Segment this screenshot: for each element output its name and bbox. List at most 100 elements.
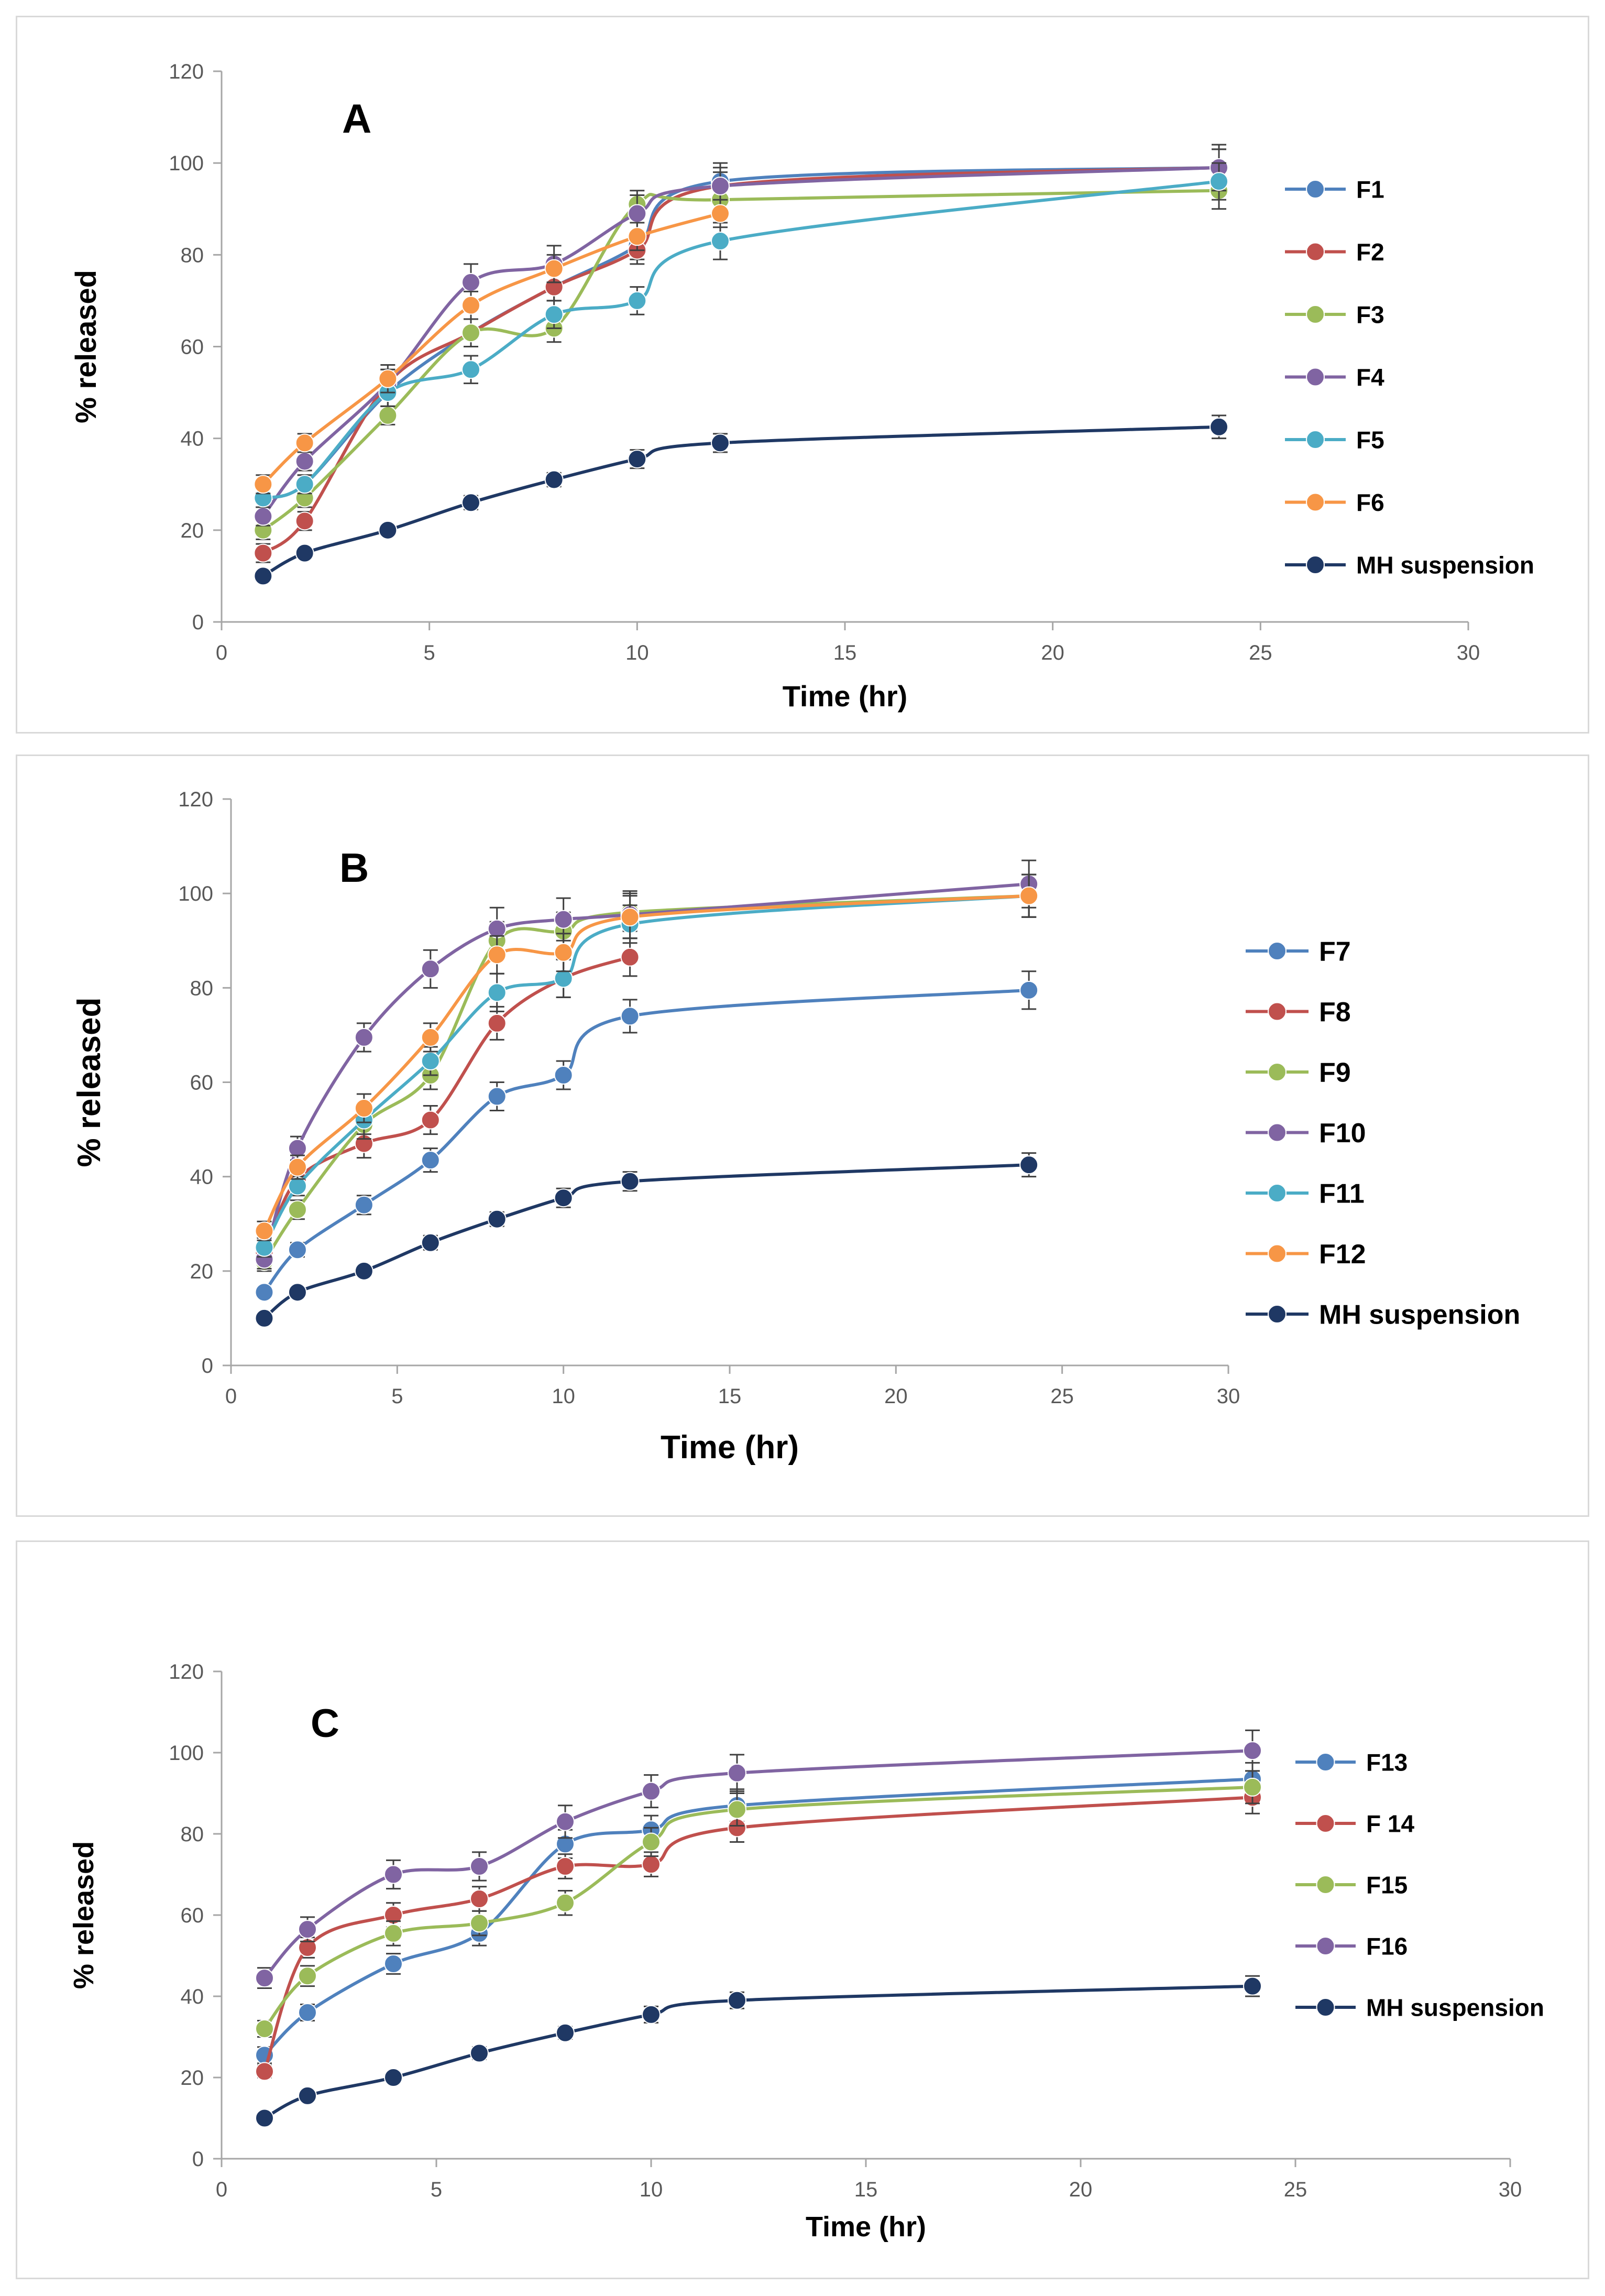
data-point <box>354 1261 373 1281</box>
y-axis-title: % released <box>69 270 102 423</box>
data-point <box>620 908 640 927</box>
legend-item: MH suspension <box>1285 552 1534 579</box>
series-f-14 <box>255 1780 1262 2081</box>
data-point <box>255 1283 274 1302</box>
legend-item: F11 <box>1246 1179 1365 1209</box>
series-line <box>262 166 1219 555</box>
data-point <box>461 323 480 343</box>
y-tick-label: 40 <box>181 1985 204 2008</box>
x-axis-title: Time (hr) <box>661 1429 799 1466</box>
data-point <box>254 475 273 494</box>
series-line <box>262 212 721 486</box>
data-point <box>728 1991 746 2010</box>
data-point <box>1019 980 1039 1000</box>
x-tick-label: 25 <box>1284 2178 1307 2201</box>
legend-marker <box>1316 1814 1335 1833</box>
series-line <box>263 1749 1253 1980</box>
legend-item: F15 <box>1295 1872 1408 1899</box>
series-line <box>262 894 1029 1263</box>
data-point <box>378 369 398 388</box>
chart-panel-b: 0 20 40 60 80 100 120 0 5 10 15 20 25 30 Time (hr) % re… <box>16 755 1589 1517</box>
data-point <box>461 296 480 315</box>
legend-item: F2 <box>1285 238 1384 266</box>
data-point <box>255 1238 274 1257</box>
data-point <box>628 204 647 223</box>
series-mh-suspension <box>254 414 1228 586</box>
data-point <box>384 1923 403 1943</box>
legend-marker <box>1268 942 1287 960</box>
x-tick-label: 15 <box>718 1385 742 1408</box>
series-f15 <box>255 1770 1262 2038</box>
y-tick-label: 0 <box>192 611 204 634</box>
data-point <box>642 1832 661 1852</box>
x-tick-label: 10 <box>640 2178 663 2201</box>
series-line <box>261 166 1219 518</box>
data-point <box>470 1914 489 1933</box>
data-point <box>1019 886 1039 905</box>
data-point <box>1210 172 1228 191</box>
data-point <box>556 1812 575 1831</box>
y-tick-label: 20 <box>181 2067 204 2090</box>
data-point <box>554 1065 573 1085</box>
data-point <box>384 2068 403 2087</box>
y-tick-label: 20 <box>190 1260 214 1283</box>
chart-svg: 0 20 40 60 80 100 120 0 5 10 15 20 25 30 Time (hr) % re… <box>71 788 1520 1466</box>
legend-label: F10 <box>1319 1118 1366 1149</box>
data-point <box>556 1893 575 1912</box>
data-point <box>487 1013 507 1033</box>
series-f2 <box>254 148 1228 563</box>
y-axis-title: % released <box>68 1841 100 1989</box>
x-tick-label: 25 <box>1050 1385 1073 1408</box>
data-point <box>461 493 480 512</box>
x-tick-label: 20 <box>884 1385 908 1408</box>
data-point <box>1243 1741 1262 1761</box>
legend-label: F1 <box>1356 176 1384 203</box>
data-point <box>295 452 314 471</box>
data-point <box>620 1007 640 1026</box>
data-point <box>298 1920 317 1939</box>
data-point <box>642 2005 661 2024</box>
data-point <box>255 1308 274 1328</box>
series-line <box>263 1984 1253 2120</box>
legend-item: F1 <box>1285 176 1384 203</box>
data-point <box>255 1221 274 1241</box>
data-point <box>1019 1155 1039 1175</box>
series-f3 <box>254 171 1228 540</box>
legend-marker <box>1268 1184 1287 1202</box>
legend-label: MH suspension <box>1356 552 1534 579</box>
legend-item: F3 <box>1285 301 1384 329</box>
series-line <box>263 1796 1253 2072</box>
legend-item: F4 <box>1285 364 1384 391</box>
x-tick-label: 5 <box>391 1385 403 1408</box>
x-tick-label: 10 <box>552 1385 575 1408</box>
chart-svg: 0 20 40 60 80 100 120 0 5 10 15 20 25 30 Time (hr) % re… <box>69 60 1534 713</box>
series-f9 <box>255 873 1039 1272</box>
legend-marker <box>1316 1753 1335 1772</box>
panel-letter: C <box>311 1701 339 1746</box>
series-f6 <box>254 199 730 495</box>
data-point <box>728 1800 746 1819</box>
legend-item: F13 <box>1295 1749 1408 1776</box>
data-point <box>288 1139 307 1158</box>
legend-marker <box>1306 430 1325 449</box>
data-point <box>421 1151 440 1170</box>
chart-svg: 0 20 40 60 80 100 120 0 5 10 15 20 25 30 Time (hr) % re… <box>68 1660 1544 2243</box>
legend-marker <box>1306 367 1325 387</box>
series-mh-suspension <box>255 1975 1262 2128</box>
x-tick-label: 15 <box>833 641 857 664</box>
data-point <box>487 1209 507 1229</box>
data-point <box>554 943 573 962</box>
legend-item: F5 <box>1285 427 1384 454</box>
data-point <box>487 983 507 1002</box>
legend-label: F 14 <box>1366 1810 1414 1838</box>
panel-letter: A <box>342 95 371 141</box>
data-point <box>295 433 314 453</box>
y-tick-label: 120 <box>169 1660 204 1683</box>
x-tick-label: 20 <box>1041 641 1064 664</box>
data-point <box>254 543 273 563</box>
series-f1 <box>254 148 1228 508</box>
data-point <box>1210 417 1228 436</box>
data-point <box>288 1157 307 1177</box>
data-point <box>461 360 480 379</box>
x-tick-label: 0 <box>216 2178 227 2201</box>
